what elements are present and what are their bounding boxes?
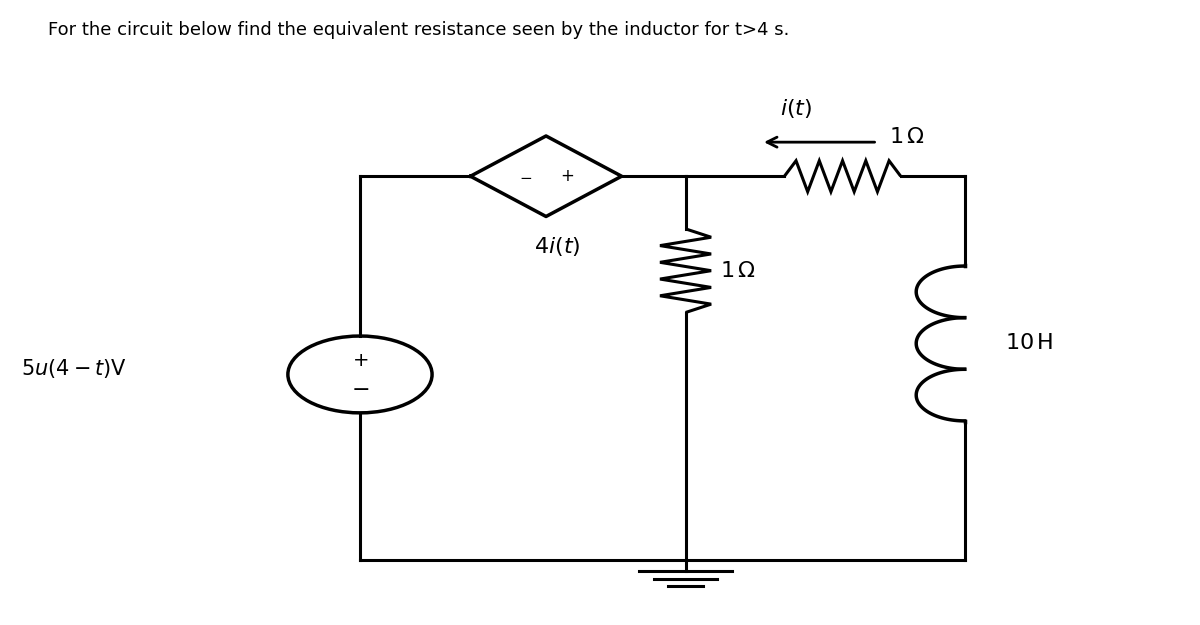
Text: For the circuit below find the equivalent resistance seen by the inductor for t>: For the circuit below find the equivalen… [48,21,790,39]
Text: $+$: $+$ [560,168,574,185]
Text: $4i(t)$: $4i(t)$ [534,235,581,258]
Text: $1\,\Omega$: $1\,\Omega$ [889,126,925,148]
Text: $-$: $-$ [350,377,370,399]
Text: $10\,\mathrm{H}$: $10\,\mathrm{H}$ [1006,332,1054,354]
Text: $1\,\Omega$: $1\,\Omega$ [720,260,756,282]
Text: $+$: $+$ [352,352,368,370]
Text: $i(t)$: $i(t)$ [780,98,812,121]
Text: $5u(4-t)\mathrm{V}$: $5u(4-t)\mathrm{V}$ [22,357,127,380]
Text: $-$: $-$ [518,169,532,184]
